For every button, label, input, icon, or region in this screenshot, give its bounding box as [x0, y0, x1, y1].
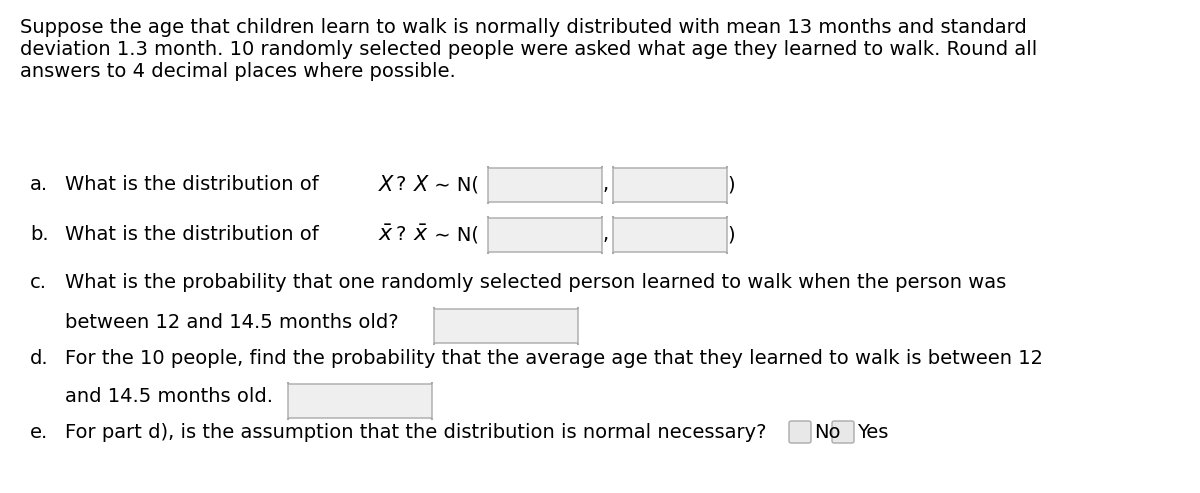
Text: d.: d. [30, 349, 49, 367]
Text: a.: a. [30, 176, 48, 195]
FancyBboxPatch shape [488, 166, 602, 204]
Text: ∼ N(: ∼ N( [428, 225, 479, 245]
Text: between 12 and 14.5 months old?: between 12 and 14.5 months old? [65, 313, 398, 331]
Text: $\bar{x}$: $\bar{x}$ [378, 225, 394, 245]
Text: What is the distribution of: What is the distribution of [65, 225, 325, 245]
FancyBboxPatch shape [790, 421, 811, 443]
Text: $\bar{x}$: $\bar{x}$ [413, 225, 428, 245]
FancyBboxPatch shape [613, 216, 727, 254]
FancyBboxPatch shape [434, 307, 578, 345]
Text: ?: ? [396, 225, 413, 245]
Text: $X$: $X$ [378, 175, 396, 195]
FancyBboxPatch shape [488, 216, 602, 254]
Text: ,: , [604, 176, 610, 195]
Text: ,: , [604, 225, 610, 245]
Text: ?: ? [396, 176, 413, 195]
Text: What is the probability that one randomly selected person learned to walk when t: What is the probability that one randoml… [65, 274, 1007, 292]
Text: Suppose the age that children learn to walk is normally distributed with mean 13: Suppose the age that children learn to w… [20, 18, 1027, 37]
Text: For the 10 people, find the probability that the average age that they learned t: For the 10 people, find the probability … [65, 349, 1043, 367]
Text: $X$: $X$ [413, 175, 431, 195]
Text: answers to 4 decimal places where possible.: answers to 4 decimal places where possib… [20, 62, 456, 81]
Text: What is the distribution of: What is the distribution of [65, 176, 325, 195]
FancyBboxPatch shape [288, 382, 432, 420]
Text: ∼ N(: ∼ N( [428, 176, 479, 195]
Text: ): ) [727, 176, 734, 195]
Text: ): ) [727, 225, 734, 245]
Text: No: No [814, 423, 840, 442]
Text: and 14.5 months old.: and 14.5 months old. [65, 387, 274, 407]
Text: c.: c. [30, 274, 47, 292]
Text: Yes: Yes [857, 423, 888, 442]
FancyBboxPatch shape [832, 421, 854, 443]
Text: e.: e. [30, 423, 48, 442]
Text: b.: b. [30, 225, 49, 245]
Text: For part d), is the assumption that the distribution is normal necessary?: For part d), is the assumption that the … [65, 423, 767, 442]
Text: deviation 1.3 month. 10 randomly selected people were asked what age they learne: deviation 1.3 month. 10 randomly selecte… [20, 40, 1037, 59]
FancyBboxPatch shape [613, 166, 727, 204]
